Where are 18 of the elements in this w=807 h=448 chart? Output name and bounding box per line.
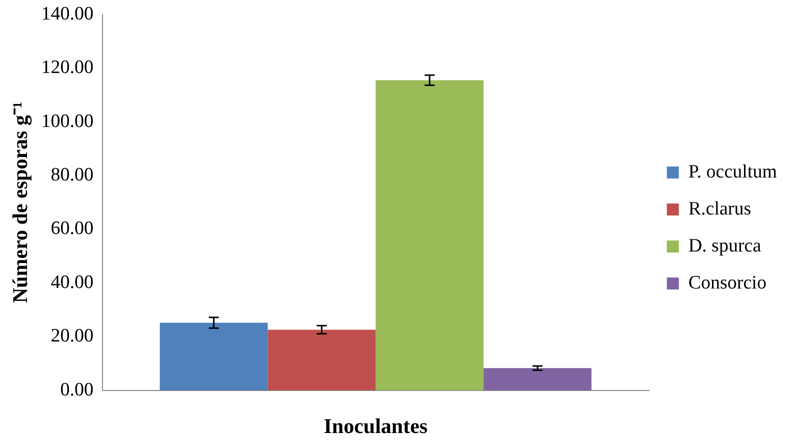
y-tick-label: 80.00: [50, 164, 94, 186]
bar: [160, 322, 268, 390]
y-axis-title: Número de esporas g⁻¹: [8, 102, 32, 304]
bar: [268, 330, 376, 390]
x-axis-title: Inoculantes: [324, 414, 428, 438]
legend-label: R.clarus: [688, 198, 752, 220]
y-tick-label: 60.00: [50, 218, 94, 240]
y-tick-label: 100.00: [41, 110, 94, 132]
y-tick-label: 0.00: [60, 379, 94, 400]
y-tick-label: 40.00: [50, 272, 94, 293]
bar: [376, 80, 484, 390]
legend-label: Consorcio: [688, 272, 766, 294]
bar: [484, 368, 592, 390]
y-tick-label: 120.00: [41, 57, 94, 78]
legend-label: D. spurca: [688, 235, 762, 256]
legend-label: P. occultum: [688, 161, 778, 182]
y-tick-label: 20.00: [50, 326, 94, 347]
y-tick-label: 140.00: [41, 3, 94, 24]
